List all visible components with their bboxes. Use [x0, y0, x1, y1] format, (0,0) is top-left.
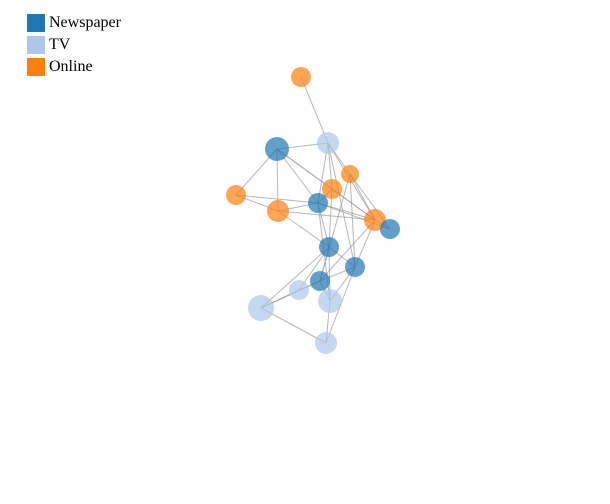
legend-swatch-online [27, 58, 45, 76]
node-newspaper-n2[interactable] [308, 193, 328, 213]
legend-swatch-newspaper [27, 14, 45, 32]
node-newspaper-n3[interactable] [380, 219, 400, 239]
node-online-o5[interactable] [267, 200, 289, 222]
legend-item-online: Online [27, 56, 121, 78]
node-newspaper-n4[interactable] [319, 237, 339, 257]
node-newspaper-n5[interactable] [345, 257, 365, 277]
link-n4-t3 [260, 246, 330, 309]
legend-swatch-tv [27, 36, 45, 54]
node-online-o4[interactable] [322, 179, 342, 199]
link-o1-t1 [300, 76, 329, 144]
link-o2-n2 [235, 194, 319, 204]
legend-item-newspaper: Newspaper [27, 12, 121, 34]
legend-item-tv: TV [27, 34, 121, 56]
legend: Newspaper TV Online [27, 12, 121, 78]
link-o5-o6 [277, 210, 376, 221]
legend-label-newspaper: Newspaper [49, 14, 121, 31]
legend-label-tv: TV [49, 36, 71, 53]
node-tv-t5[interactable] [315, 332, 337, 354]
link-o3-n5 [349, 173, 356, 268]
legend-label-online: Online [49, 58, 93, 75]
node-online-o6[interactable] [364, 209, 386, 231]
node-tv-t4[interactable] [318, 289, 342, 313]
node-tv-t1[interactable] [317, 132, 339, 154]
node-online-o1[interactable] [291, 67, 311, 87]
nodes-layer [226, 67, 400, 354]
node-tv-t3[interactable] [248, 295, 274, 321]
node-newspaper-n1[interactable] [265, 137, 289, 161]
node-newspaper-n6[interactable] [310, 271, 330, 291]
node-online-o2[interactable] [226, 185, 246, 205]
node-online-o3[interactable] [341, 165, 359, 183]
link-o3-n6 [319, 173, 351, 282]
node-tv-t2[interactable] [289, 280, 309, 300]
